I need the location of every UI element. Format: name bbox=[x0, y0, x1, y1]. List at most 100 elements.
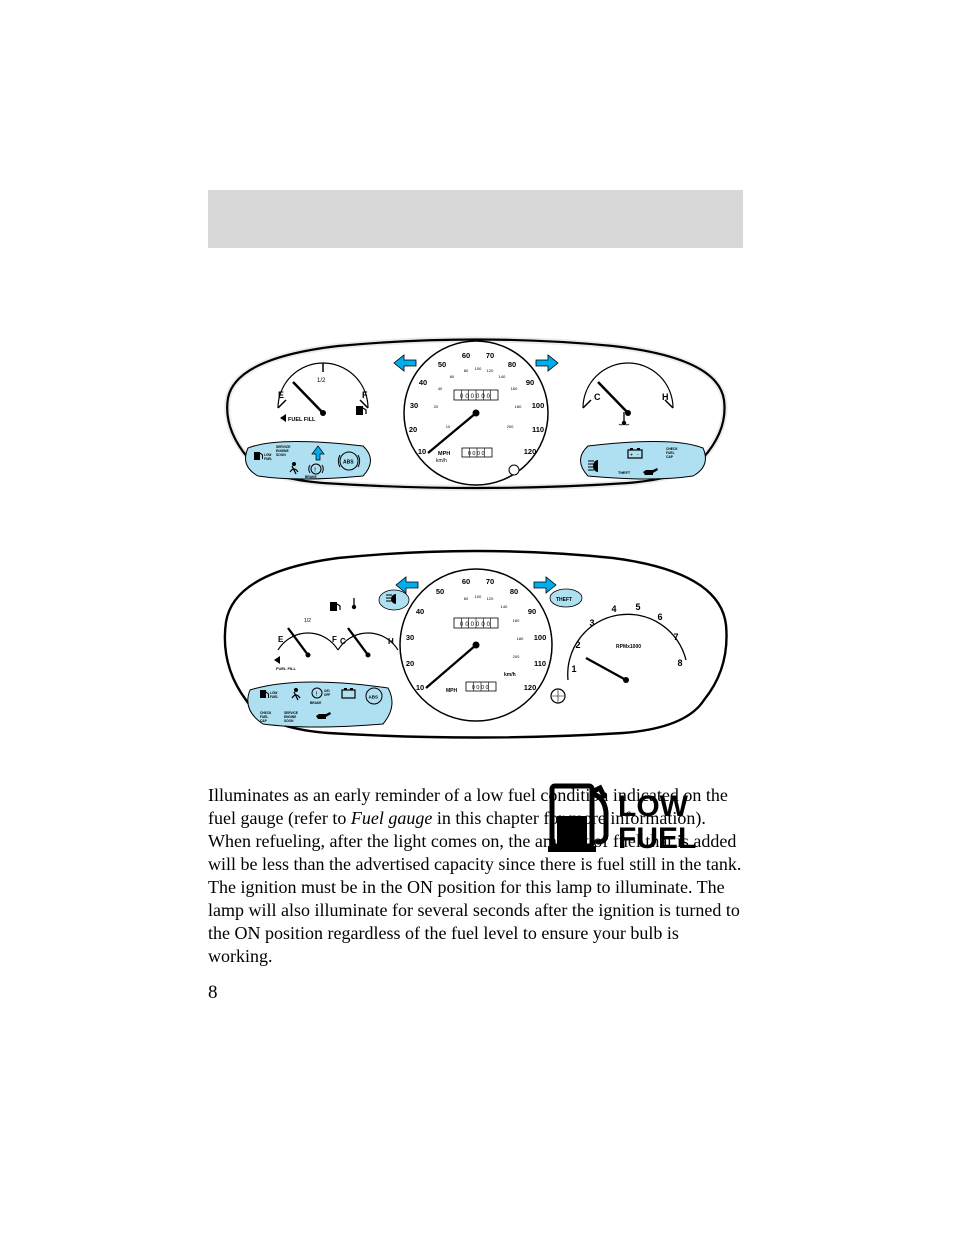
svg-text:7: 7 bbox=[673, 632, 678, 642]
temp-h-label: H bbox=[662, 392, 669, 402]
svg-text:100: 100 bbox=[534, 633, 547, 642]
speedometer-b: 10 20 30 40 50 60 70 80 90 100 110 120 8… bbox=[400, 569, 552, 721]
svg-text:FUEL: FUEL bbox=[270, 695, 278, 699]
fuel-f-label: F bbox=[362, 390, 368, 400]
svg-text:90: 90 bbox=[528, 607, 536, 616]
odometer: 000000 bbox=[454, 390, 498, 400]
svg-text:FUEL FILL: FUEL FILL bbox=[276, 666, 296, 671]
svg-text:ABS: ABS bbox=[369, 695, 379, 700]
svg-text:80: 80 bbox=[464, 368, 469, 373]
body-text-2: in this chapter for more information). W… bbox=[208, 808, 741, 966]
svg-text:+: + bbox=[630, 453, 633, 459]
svg-text:0000: 0000 bbox=[468, 451, 486, 457]
svg-text:110: 110 bbox=[532, 425, 544, 434]
svg-text:ABS: ABS bbox=[343, 460, 354, 466]
svg-text:100: 100 bbox=[475, 366, 482, 371]
instrument-cluster-figure-b: E F 1/2 FUEL FILL C H bbox=[218, 540, 733, 750]
svg-text:70: 70 bbox=[486, 351, 494, 360]
svg-text:30: 30 bbox=[406, 633, 414, 642]
svg-text:3: 3 bbox=[589, 618, 594, 628]
svg-text:40: 40 bbox=[438, 386, 443, 391]
theft-label: THEFT bbox=[618, 471, 631, 475]
svg-text:140: 140 bbox=[501, 604, 508, 609]
svg-text:SOON: SOON bbox=[284, 719, 294, 723]
trip-odometer-b: 0000 bbox=[466, 682, 496, 691]
svg-text:120: 120 bbox=[487, 596, 494, 601]
fuel-e-label: E bbox=[278, 390, 284, 400]
svg-text:160: 160 bbox=[511, 386, 518, 391]
body-paragraph: Illuminates as an early reminder of a lo… bbox=[208, 784, 743, 968]
svg-text:2: 2 bbox=[575, 640, 580, 650]
svg-text:5: 5 bbox=[635, 602, 640, 612]
svg-text:CAP: CAP bbox=[260, 719, 268, 723]
svg-text:160: 160 bbox=[513, 618, 520, 623]
svg-text:10: 10 bbox=[416, 683, 424, 692]
svg-text:120: 120 bbox=[487, 368, 494, 373]
svg-text:20: 20 bbox=[409, 425, 417, 434]
svg-text:E: E bbox=[278, 635, 284, 644]
svg-text:10: 10 bbox=[446, 424, 451, 429]
svg-text:200: 200 bbox=[507, 424, 514, 429]
svg-text:100: 100 bbox=[532, 401, 545, 410]
fuel-half-label: 1/2 bbox=[317, 378, 326, 384]
temp-c-label: C bbox=[594, 392, 601, 402]
svg-text:40: 40 bbox=[416, 607, 424, 616]
svg-text:000000: 000000 bbox=[460, 394, 492, 400]
page-number: 8 bbox=[208, 982, 218, 1004]
svg-text:120: 120 bbox=[524, 683, 537, 692]
right-warning-panel: +- CHECK FUEL CAP THEFT bbox=[581, 441, 706, 479]
svg-text:C: C bbox=[340, 637, 346, 646]
left-warning-panel-b: LOW FUEL ! O/D OFF BRAKE ABS CHECK FUEL … bbox=[248, 682, 392, 727]
svg-text:50: 50 bbox=[438, 360, 446, 369]
svg-text:60: 60 bbox=[462, 351, 470, 360]
svg-text:180: 180 bbox=[517, 636, 524, 641]
svg-text:60: 60 bbox=[450, 374, 455, 379]
svg-text:20: 20 bbox=[434, 404, 439, 409]
svg-text:SOON: SOON bbox=[276, 453, 286, 457]
svg-text:120: 120 bbox=[524, 447, 537, 456]
kmh-label: km/h bbox=[436, 458, 447, 464]
low-fuel-lamp-icon: LOW FUEL bbox=[260, 690, 278, 699]
svg-text:000000: 000000 bbox=[460, 622, 492, 628]
fuel-fill-label: FUEL FILL bbox=[288, 417, 316, 423]
brake-label: BRAKE bbox=[305, 475, 318, 479]
rpm-label: RPMx1000 bbox=[616, 644, 641, 650]
speedometer: 10 20 30 40 50 60 70 80 90 100 110 120 1… bbox=[404, 341, 548, 485]
svg-text:MPH: MPH bbox=[446, 688, 458, 694]
svg-text:1/2: 1/2 bbox=[304, 618, 311, 624]
svg-text:km/h: km/h bbox=[504, 672, 516, 678]
svg-text:CAP: CAP bbox=[666, 455, 674, 459]
svg-text:40: 40 bbox=[419, 378, 427, 387]
svg-text:90: 90 bbox=[526, 378, 534, 387]
odometer-b: 000000 bbox=[454, 618, 498, 628]
svg-text:1: 1 bbox=[571, 664, 576, 674]
svg-text:THEFT: THEFT bbox=[556, 597, 572, 603]
svg-text:140: 140 bbox=[499, 374, 506, 379]
svg-text:100: 100 bbox=[475, 594, 482, 599]
svg-text:0000: 0000 bbox=[472, 685, 490, 691]
theft-indicator: THEFT bbox=[550, 589, 582, 607]
svg-text:80: 80 bbox=[464, 596, 469, 601]
high-beam-indicator bbox=[379, 590, 409, 610]
trip-odometer: 0000 bbox=[462, 448, 492, 457]
svg-text:200: 200 bbox=[513, 654, 520, 659]
trip-reset-knob[interactable] bbox=[509, 465, 519, 475]
mph-label: MPH bbox=[438, 451, 450, 457]
svg-text:110: 110 bbox=[534, 659, 546, 668]
svg-text:H: H bbox=[388, 637, 394, 646]
low-fuel-lamp-icon: LOW FUEL bbox=[254, 452, 272, 461]
svg-text:6: 6 bbox=[657, 612, 662, 622]
svg-text:30: 30 bbox=[410, 401, 418, 410]
svg-text:60: 60 bbox=[462, 577, 470, 586]
svg-text:8: 8 bbox=[677, 658, 682, 668]
instrument-cluster-figure-a: E F 1/2 FUEL FILL C H bbox=[218, 328, 733, 498]
left-warning-panel: LOW FUEL SERVICE ENGINE SOON ! BRAKE bbox=[246, 441, 371, 479]
svg-text:80: 80 bbox=[510, 587, 518, 596]
svg-text:OFF: OFF bbox=[324, 693, 330, 697]
svg-text:20: 20 bbox=[406, 659, 414, 668]
svg-text:FUEL: FUEL bbox=[264, 457, 272, 461]
svg-text:4: 4 bbox=[611, 604, 616, 614]
svg-text:180: 180 bbox=[515, 404, 522, 409]
svg-text:50: 50 bbox=[436, 587, 444, 596]
header-bar bbox=[208, 190, 743, 248]
